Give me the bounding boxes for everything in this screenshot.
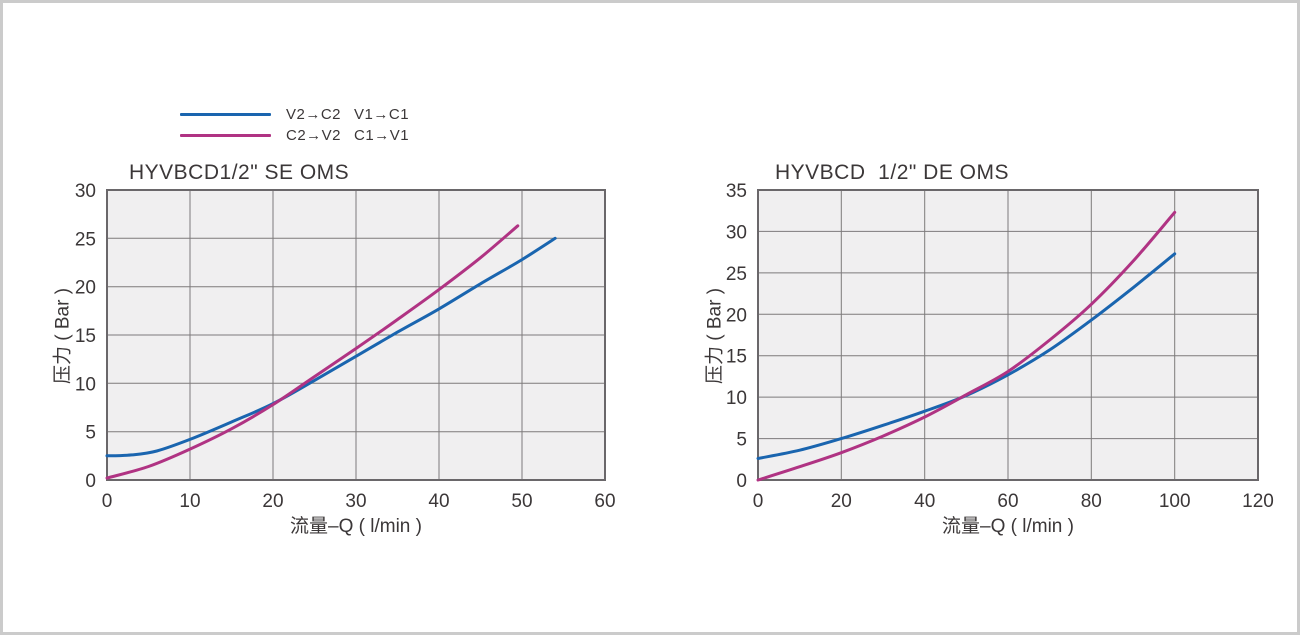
svg-text:120: 120 <box>1242 491 1274 512</box>
svg-text:0: 0 <box>102 491 113 512</box>
x-axis-label: 流量–Q ( l/min ) <box>942 516 1074 537</box>
svg-text:15: 15 <box>726 347 747 368</box>
legend-line-swatch-blue <box>180 113 271 116</box>
x-axis-label: 流量–Q ( l/min ) <box>290 516 422 537</box>
svg-text:5: 5 <box>85 423 96 444</box>
svg-text:10: 10 <box>75 374 96 395</box>
svg-text:50: 50 <box>511 491 532 512</box>
svg-text:100: 100 <box>1159 491 1191 512</box>
legend-label: V2→C2 <box>286 106 342 123</box>
legend-row: C2→V2 C1→V1 <box>180 125 422 146</box>
chart-plot-se-oms: 0 10 20 30 40 50 60 0 5 10 15 20 25 30 <box>75 181 616 512</box>
y-axis-label: 压力 ( Bar ) <box>704 287 726 385</box>
chart-title-de-oms: HYVBCD 1/2" DE OMS <box>775 161 1010 184</box>
legend-label: C1→V1 <box>354 127 410 144</box>
svg-text:80: 80 <box>1081 491 1102 512</box>
svg-text:30: 30 <box>345 491 366 512</box>
svg-text:10: 10 <box>179 491 200 512</box>
legend-row: V2→C2 V1→C1 <box>180 104 422 125</box>
svg-text:40: 40 <box>428 491 449 512</box>
svg-text:20: 20 <box>831 491 852 512</box>
legend-label: C2→V2 <box>286 127 342 144</box>
legend: V2→C2 V1→C1 C2→V2 C1→V1 <box>180 104 422 146</box>
svg-text:20: 20 <box>75 278 96 299</box>
svg-text:0: 0 <box>753 491 764 512</box>
chart-plot-de-oms: 0 20 40 60 80 100 120 0 5 10 15 20 25 30 35 <box>726 181 1274 512</box>
svg-text:25: 25 <box>75 229 96 250</box>
svg-text:0: 0 <box>736 471 747 492</box>
svg-text:10: 10 <box>726 388 747 409</box>
legend-line-swatch-magenta <box>180 134 271 137</box>
svg-text:20: 20 <box>726 305 747 326</box>
svg-text:35: 35 <box>726 181 747 202</box>
svg-text:0: 0 <box>85 471 96 492</box>
svg-text:15: 15 <box>75 326 96 347</box>
svg-text:60: 60 <box>997 491 1018 512</box>
y-axis-label: 压力 ( Bar ) <box>52 287 74 385</box>
svg-text:25: 25 <box>726 264 747 285</box>
svg-text:30: 30 <box>726 222 747 243</box>
svg-text:20: 20 <box>262 491 283 512</box>
svg-text:60: 60 <box>594 491 615 512</box>
legend-label: V1→C1 <box>354 106 410 123</box>
svg-text:5: 5 <box>736 430 747 451</box>
svg-text:30: 30 <box>75 181 96 202</box>
chart-title-se-oms: HYVBCD1/2" SE OMS <box>129 161 350 184</box>
svg-text:40: 40 <box>914 491 935 512</box>
